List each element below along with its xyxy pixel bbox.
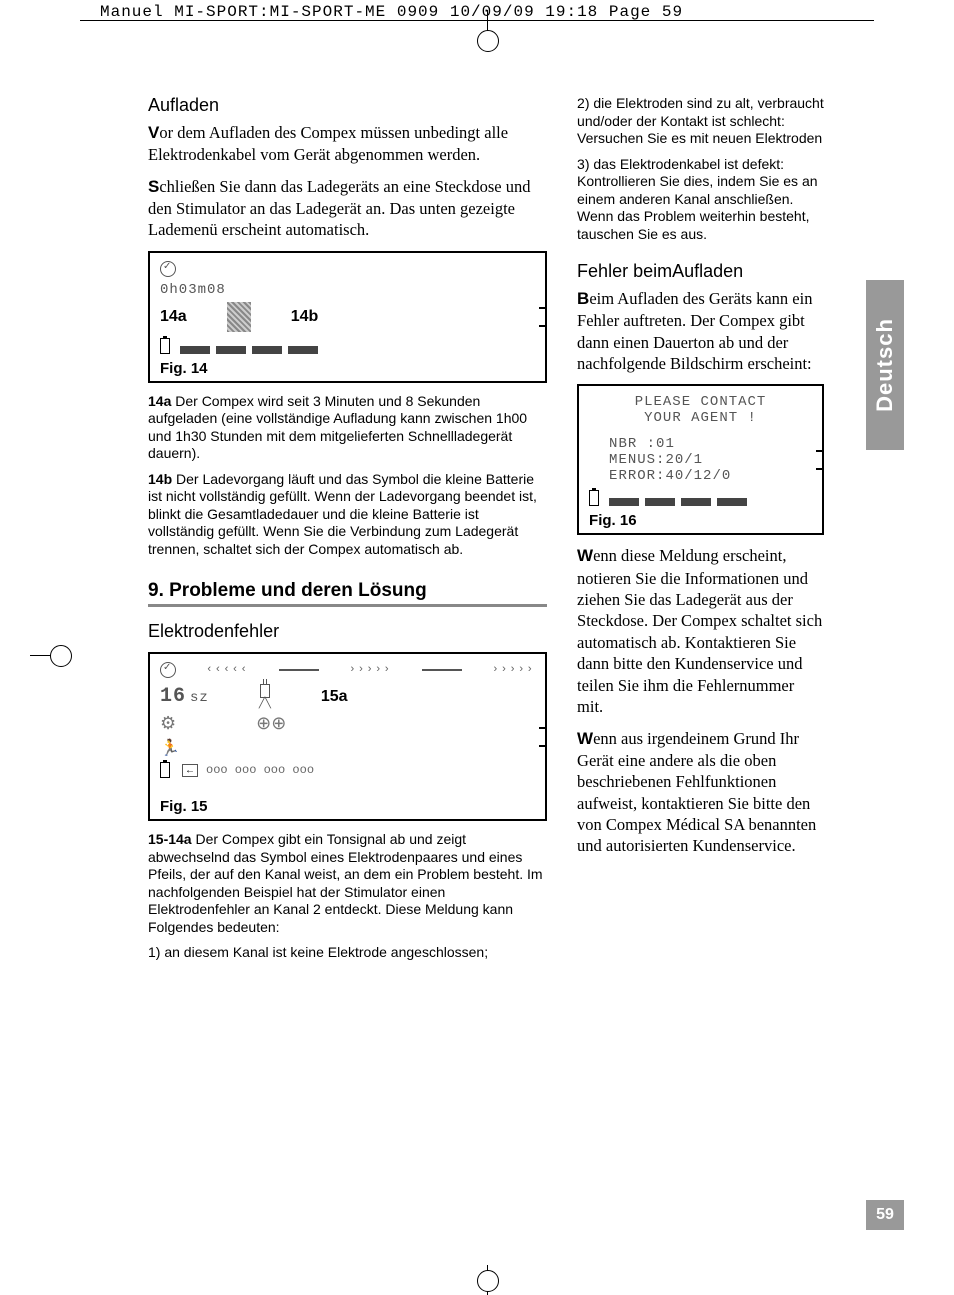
para-aufladen-2: Schließen Sie dann das Ladegeräts an ein… (148, 176, 547, 241)
clock-row (160, 261, 535, 282)
para-text: enn aus irgendeinem Grund Ihr Gerät eine… (577, 729, 816, 856)
fig16-codes: NBR :01 MENUS:20/1 ERROR:40/12/0 (609, 436, 812, 484)
status-bars (160, 338, 535, 354)
note-lead: 14b (148, 471, 172, 487)
note-2: 2) die Elektroden sind zu alt, verbrauch… (577, 95, 824, 148)
note-lead: 14a (148, 393, 171, 409)
fig15-caption: Fig. 15 (160, 798, 535, 815)
charge-pattern-icon (227, 302, 251, 332)
label-14b: 14b (291, 308, 319, 326)
para-fehler-1: Beim Aufladen des Geräts kann ein Fehler… (577, 288, 824, 374)
dropcap: V (148, 123, 159, 142)
fig15-top-row: ‹‹‹‹‹ ››››› ››››› (160, 662, 535, 678)
electrode-icon: ⊕⊕ (256, 713, 286, 734)
fig14-labels: 14a 14b (160, 302, 535, 332)
lcd-line: MENUS:20/1 (609, 452, 812, 468)
lcd-line: YOUR AGENT ! (589, 410, 812, 426)
gear-icon: ⚙ (160, 713, 176, 734)
note-text: Der Ladevorgang läuft und das Symbol die… (148, 471, 537, 557)
fig15-bottom-row: ← ooo ooo ooo ooo (160, 762, 535, 778)
clock-icon (160, 662, 176, 678)
dots-icon: ››››› (492, 664, 535, 676)
lcd-line: PLEASE CONTACT (589, 394, 812, 410)
figure-15: ‹‹‹‹‹ ››››› ››››› 16 sz ╱╲ (148, 652, 547, 821)
dropcap: W (577, 546, 593, 565)
para-fehler-2: Wenn diese Meldung erscheint, notieren S… (577, 545, 824, 717)
battery-icon (160, 762, 170, 778)
lcd-num: 16 (160, 685, 186, 708)
lcd-unit: sz (190, 690, 209, 706)
para-text: eim Aufladen des Geräts kann ein Fehler … (577, 289, 812, 373)
notch-icon (539, 727, 547, 747)
para-text: enn diese Meldung erscheint, notieren Si… (577, 546, 822, 716)
figure-14: 0h03m08 14a 14b Fig. 14 (148, 251, 547, 383)
note-text: Der Compex gibt ein Tonsignal ab und zei… (148, 831, 543, 935)
para-text: or dem Aufladen des Compex müssen unbedi… (148, 123, 508, 164)
language-tab: Deutsch (866, 280, 904, 450)
label-15a: 15a (321, 688, 348, 706)
para-aufladen-1: Vor dem Aufladen des Compex müssen unbed… (148, 122, 547, 166)
notch-icon (539, 307, 547, 327)
dots-icon: ››››› (349, 664, 392, 676)
note-text: Der Compex wird seit 3 Minuten und 8 Sek… (148, 393, 527, 462)
fig15-num-block: 16 sz (160, 685, 209, 708)
left-column: Aufladen Vor dem Aufladen des Compex müs… (148, 95, 547, 970)
header-text: Manuel MI-SPORT:MI-SPORT-ME 0909 10/09/0… (100, 3, 683, 21)
runner-icon: 🏃 (160, 738, 535, 758)
note-15: 15-14a Der Compex gibt ein Tonsignal ab … (148, 831, 547, 936)
note-14b: 14b Der Ladevorgang läuft und das Symbol… (148, 471, 547, 559)
line-icon (279, 669, 319, 671)
dropcap: W (577, 729, 593, 748)
page: Manuel MI-SPORT:MI-SPORT-ME 0909 10/09/0… (0, 0, 954, 1290)
heading-aufladen: Aufladen (148, 95, 547, 116)
note-3: 3) das Elektrodenkabel ist defekt: Kontr… (577, 156, 824, 244)
dots-icon: ‹‹‹‹‹ (206, 664, 249, 676)
dropcap: S (148, 177, 159, 196)
heading-elektrodenfehler: Elektrodenfehler (148, 621, 547, 642)
figure-16: PLEASE CONTACT YOUR AGENT ! NBR :01 MENU… (577, 384, 824, 535)
fig16-screen: PLEASE CONTACT YOUR AGENT ! (589, 394, 812, 426)
para-text: chließen Sie dann das Ladegeräts an eine… (148, 177, 530, 240)
clock-icon (160, 261, 176, 277)
lcd-line: NBR :01 (609, 436, 812, 452)
battery-icon (589, 490, 599, 506)
plug-icon (260, 684, 270, 698)
lcd-line: ERROR:40/12/0 (609, 468, 812, 484)
line-icon (422, 669, 462, 671)
fig14-caption: Fig. 14 (160, 360, 535, 377)
fig15-icon-row: ⚙ ⊕⊕ (160, 713, 535, 734)
lcd-time: 0h03m08 (160, 282, 535, 298)
channel-dots: ooo ooo ooo ooo (206, 763, 314, 777)
note-15-1: 1) an diesem Kanal ist keine Elektrode a… (148, 944, 547, 962)
page-number: 59 (866, 1200, 904, 1230)
note-14a: 14a Der Compex wird seit 3 Minuten und 8… (148, 393, 547, 463)
content-area: Aufladen Vor dem Aufladen des Compex müs… (148, 95, 824, 970)
plug-block: ╱╲ (259, 684, 271, 709)
heading-section-9: 9. Probleme und deren Lösung (148, 580, 547, 607)
language-label: Deutsch (872, 318, 898, 412)
note-lead: 15-14a (148, 831, 192, 847)
dropcap: B (577, 289, 589, 308)
status-bars (589, 490, 812, 506)
notch-icon (816, 450, 824, 470)
heading-fehler-aufladen: Fehler beimAufladen (577, 261, 824, 282)
para-fehler-3: Wenn aus irgendeinem Grund Ihr Gerät ein… (577, 728, 824, 857)
arrow-left-icon: ← (182, 764, 198, 777)
battery-icon (160, 338, 170, 354)
label-14a: 14a (160, 308, 187, 326)
right-column: 2) die Elektroden sind zu alt, verbrauch… (577, 95, 824, 970)
fig16-caption: Fig. 16 (589, 512, 812, 529)
fig15-mid-row: 16 sz ╱╲ 15a (160, 684, 535, 709)
